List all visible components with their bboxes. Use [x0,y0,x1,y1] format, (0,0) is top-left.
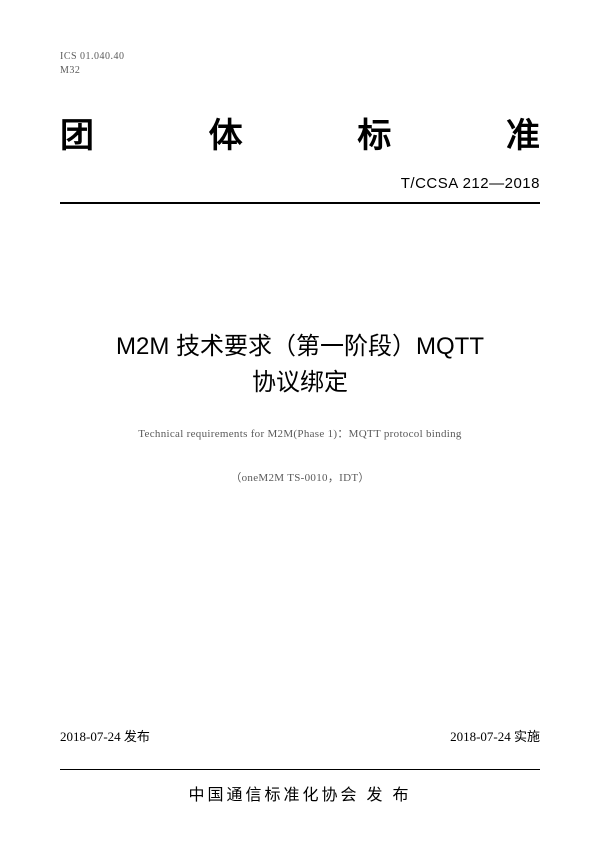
classification-codes: ICS 01.040.40 M32 [60,50,540,78]
heading-char-3: 标 [357,108,391,157]
title-reference: （oneM2M TS-0010，IDT） [60,469,540,485]
title-cn-line1: M2M 技术要求（第一阶段）MQTT [60,329,540,365]
footer-rule [60,769,540,770]
heading-char-4: 准 [506,108,540,157]
heading-char-1: 团 [60,108,94,157]
ccs-code: M32 [60,64,540,78]
standard-number: T/CCSA 212—2018 [60,175,540,192]
document-type-heading: 团 体 标 准 [60,108,540,157]
title-english: Technical requirements for M2M(Phase 1)：… [60,425,540,441]
heading-char-2: 体 [209,108,243,157]
title-block: M2M 技术要求（第一阶段）MQTT 协议绑定 Technical requir… [60,329,540,485]
title-cn-line2: 协议绑定 [60,365,540,401]
publisher: 中国通信标准化协会 发 布 [0,781,600,805]
date-row: 2018-07-24 发布 2018-07-24 实施 [60,726,540,745]
header-rule [60,202,540,204]
date-issued: 2018-07-24 发布 [60,726,150,745]
title-chinese: M2M 技术要求（第一阶段）MQTT 协议绑定 [60,329,540,401]
date-effective: 2018-07-24 实施 [450,726,540,745]
ics-code: ICS 01.040.40 [60,50,540,64]
